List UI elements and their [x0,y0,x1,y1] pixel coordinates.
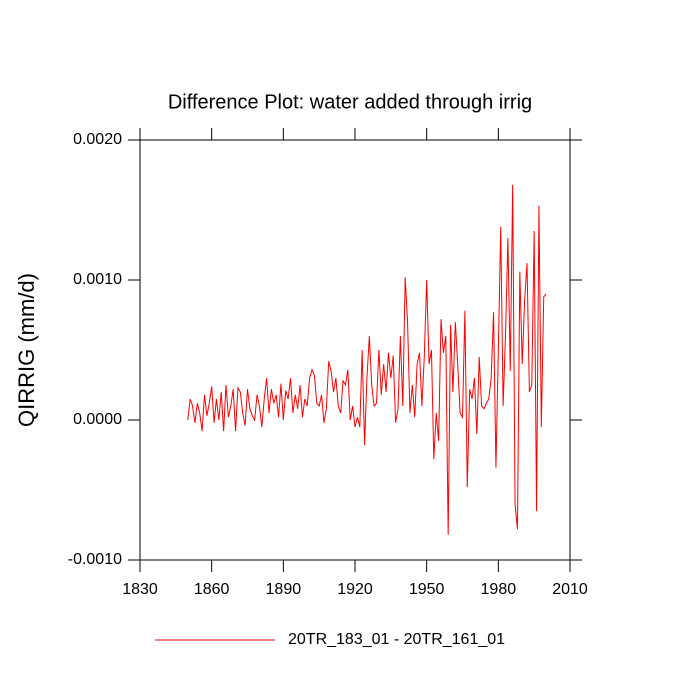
x-tick-label: 1860 [194,581,230,598]
chart-title: Difference Plot: water added through irr… [168,91,532,113]
x-tick-label: 1920 [337,581,373,598]
y-axis-label: QIRRIG (mm/d) [14,273,39,427]
x-tick-label: 1830 [122,581,158,598]
x-tick-label: 1950 [409,581,445,598]
x-tick-label: 1980 [481,581,517,598]
legend-label: 20TR_183_01 - 20TR_161_01 [288,631,505,648]
y-tick-label: 0.0020 [73,131,122,148]
x-tick-label: 1890 [266,581,302,598]
y-tick-label: 0.0000 [73,411,122,428]
data-line [187,184,547,535]
y-tick-label: 0.0010 [73,271,122,288]
x-tick-label: 2010 [552,581,588,598]
y-tick-label: -0.0010 [68,551,122,568]
